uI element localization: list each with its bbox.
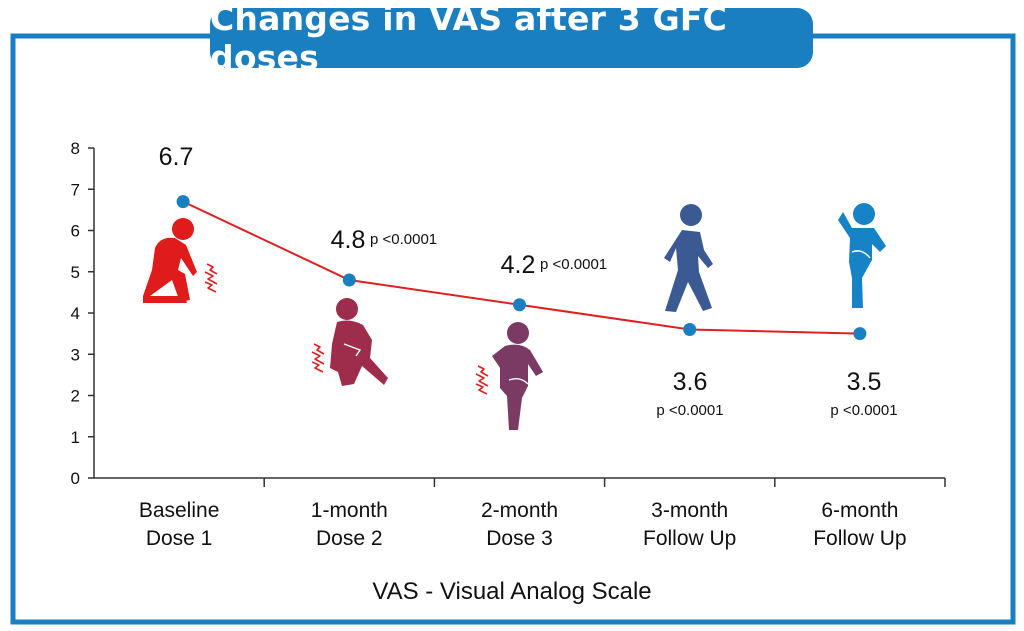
kneeling-in-pain-figure-icon: [143, 218, 218, 303]
y-tick-label: 8: [71, 139, 80, 158]
standing-knee-pain-figure-icon: [475, 322, 543, 430]
data-label: 3.6: [673, 368, 708, 396]
data-label: 3.5: [847, 368, 882, 396]
y-tick-label: 4: [71, 304, 80, 323]
x-tick-label: Follow Up: [643, 527, 736, 550]
x-tick-label: Dose 2: [316, 527, 383, 550]
y-tick-label: 3: [71, 345, 80, 364]
data-point: [853, 327, 867, 341]
p-value-label: p <0.0001: [830, 402, 897, 419]
p-value-label: p <0.0001: [540, 256, 607, 273]
p-value-label: p <0.0001: [656, 402, 723, 419]
chart-title-banner: Changes in VAS after 3 GFC doses: [210, 0, 813, 77]
crouching-knee-pain-figure-icon: [311, 298, 388, 386]
y-tick-label: 0: [71, 469, 80, 488]
data-label: 4.8: [331, 226, 366, 254]
p-value-label: p <0.0001: [370, 231, 437, 248]
active-figure-icon: [838, 203, 886, 308]
data-label: 4.2: [501, 251, 536, 279]
y-tick-label: 2: [71, 387, 80, 406]
walking-figure-icon: [664, 204, 713, 312]
x-tick-label: 6-month: [821, 499, 898, 522]
y-tick-label: 7: [71, 180, 80, 199]
x-tick-label: Dose 1: [146, 527, 213, 550]
x-tick-label: Follow Up: [813, 527, 906, 550]
x-axis-title: VAS - Visual Analog Scale: [372, 578, 652, 605]
data-label: 6.7: [159, 143, 194, 171]
data-point: [342, 273, 356, 287]
y-tick-label: 6: [71, 222, 80, 241]
y-tick-label: 5: [71, 263, 80, 282]
x-tick-label: 1-month: [311, 499, 388, 522]
x-tick-label: Baseline: [139, 499, 220, 522]
x-tick-label: 2-month: [481, 499, 558, 522]
x-tick-label: 3-month: [651, 499, 728, 522]
data-point: [513, 298, 526, 312]
x-tick-label: Dose 3: [486, 527, 553, 550]
y-tick-label: 1: [71, 428, 80, 447]
data-point: [683, 323, 697, 336]
data-point: [176, 195, 190, 209]
chart-title: Changes in VAS after 3 GFC doses: [210, 0, 728, 77]
